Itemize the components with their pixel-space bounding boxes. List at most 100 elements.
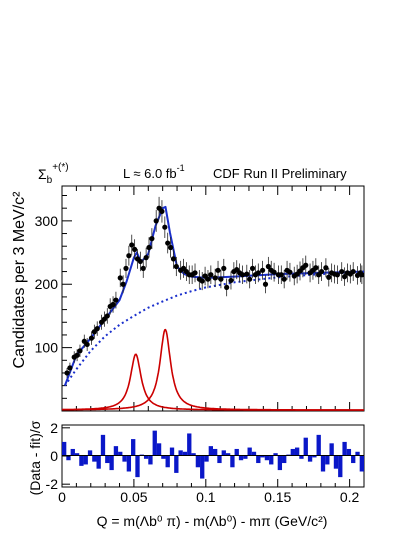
data-point	[326, 268, 332, 287]
residual-bar	[148, 456, 153, 465]
residual-bar	[135, 456, 140, 478]
y-tick-label: 100	[35, 340, 59, 356]
residual-bar	[70, 448, 75, 456]
luminosity-label: L ≈ 6.0 fb-1	[123, 163, 185, 181]
residual-bar	[143, 456, 149, 459]
data-point	[84, 337, 90, 351]
background-fit	[64, 270, 365, 387]
data-point	[350, 262, 356, 281]
data-marker	[313, 265, 319, 271]
residual-bar	[109, 456, 114, 471]
data-marker	[165, 240, 171, 246]
residual-bar	[62, 441, 67, 456]
residual-bar	[325, 456, 330, 465]
data-point	[271, 262, 277, 282]
signal-peak-curve	[62, 328, 364, 411]
data-point	[123, 258, 129, 278]
residual-bar	[346, 448, 352, 456]
res-y-tick-label: 0	[50, 448, 58, 464]
data-point	[318, 262, 325, 281]
data-marker	[323, 265, 329, 271]
data-marker	[170, 256, 177, 262]
data-point	[208, 265, 214, 285]
data-point	[265, 256, 271, 277]
data-point	[303, 255, 309, 275]
data-point	[153, 209, 159, 232]
data-point	[192, 263, 198, 283]
residual-bar	[187, 433, 192, 456]
data-marker	[260, 267, 266, 273]
data-marker	[239, 272, 246, 278]
residual-bar	[247, 447, 252, 456]
residual-bar	[182, 451, 188, 456]
main-y-axis-label: Candidates per 3 MeV/c²	[11, 191, 28, 369]
data-marker	[271, 269, 277, 275]
residual-bar	[359, 456, 364, 472]
residual-bar	[165, 456, 170, 468]
data-marker	[159, 208, 165, 214]
residual-bar	[320, 456, 326, 472]
data-point	[120, 275, 126, 294]
data-marker	[359, 272, 365, 278]
residual-bar	[264, 456, 270, 461]
residual-bar	[96, 456, 101, 469]
data-marker	[278, 272, 284, 278]
data-marker	[281, 276, 287, 282]
data-point	[77, 344, 83, 357]
data-point	[281, 270, 287, 289]
experiment-label: CDF Run II Preliminary	[213, 166, 347, 181]
data-point	[334, 265, 340, 285]
residual-bar	[131, 439, 136, 456]
residual-bar	[208, 446, 213, 456]
residual-bar	[342, 441, 347, 456]
residual-bar	[79, 456, 84, 466]
data-marker	[67, 365, 73, 371]
residual-bar	[221, 450, 226, 456]
residual-bar	[178, 450, 183, 456]
data-point	[244, 264, 250, 284]
residual-bar	[277, 456, 283, 471]
data-points	[64, 196, 365, 378]
data-point	[341, 267, 348, 286]
data-point	[224, 278, 230, 297]
residual-bar	[273, 453, 278, 456]
data-marker	[228, 277, 234, 284]
residual-y-tick-labels: -2 0 2	[46, 420, 59, 492]
data-marker	[117, 275, 123, 281]
data-marker	[129, 242, 135, 248]
x-tick-label: 0	[58, 489, 66, 505]
data-point	[143, 247, 149, 268]
residual-bar	[338, 456, 343, 478]
data-point	[249, 258, 256, 278]
data-point	[132, 239, 138, 260]
x-tick-label: 0.1	[196, 489, 216, 505]
data-marker	[153, 218, 159, 224]
data-point	[146, 237, 152, 258]
data-marker	[113, 297, 119, 303]
data-marker	[215, 267, 221, 273]
total-fit-curve	[63, 205, 365, 386]
data-marker	[146, 244, 152, 251]
residual-bar	[169, 447, 175, 456]
data-marker	[137, 258, 143, 265]
data-point	[74, 349, 80, 362]
data-point	[183, 262, 189, 281]
y-tick-label: 200	[35, 276, 59, 292]
data-marker	[64, 370, 70, 376]
data-marker	[341, 274, 348, 280]
residual-bar	[126, 456, 132, 472]
residual-bar	[122, 456, 127, 462]
data-point	[212, 268, 218, 288]
residual-axis-ticks	[61, 427, 365, 487]
data-marker	[326, 274, 332, 280]
data-point	[88, 331, 95, 345]
data-marker	[249, 265, 256, 271]
data-marker	[221, 265, 227, 271]
data-marker	[247, 276, 253, 282]
data-marker	[143, 255, 149, 261]
residual-bar	[294, 447, 300, 456]
residual-bar	[161, 456, 166, 459]
residual-bar	[282, 456, 287, 464]
total-fit	[63, 205, 365, 386]
data-marker	[123, 265, 129, 271]
